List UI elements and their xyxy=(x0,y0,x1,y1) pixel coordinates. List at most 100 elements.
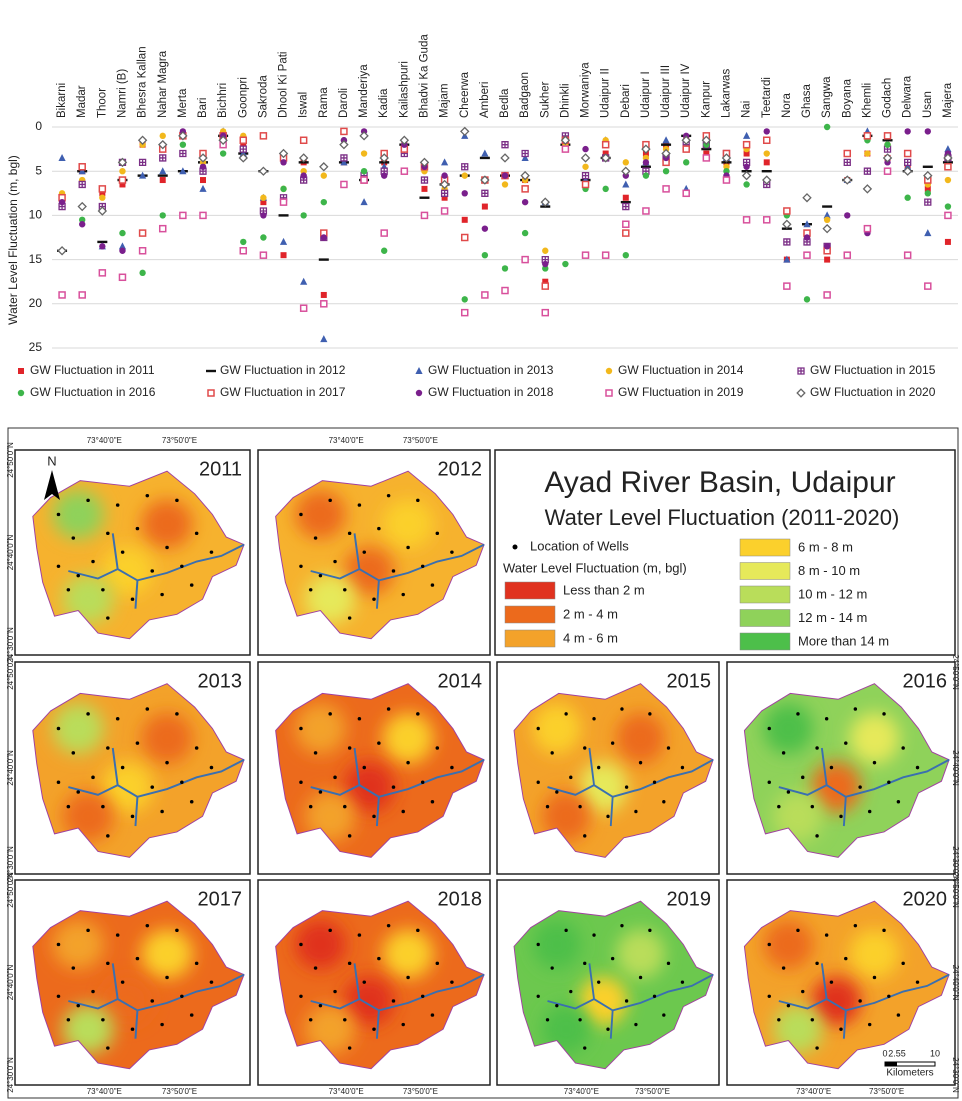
map-year: 2018 xyxy=(438,888,483,910)
well xyxy=(844,957,847,960)
marker xyxy=(522,186,528,192)
lat-label: 24°40'0"N xyxy=(951,965,960,1001)
lat-label: 24°30'0"N xyxy=(6,1057,15,1093)
well xyxy=(801,990,804,993)
x-tick-label: Bedla xyxy=(499,88,511,118)
marker xyxy=(260,252,266,258)
well xyxy=(597,980,600,983)
well xyxy=(450,550,454,553)
well xyxy=(57,513,61,516)
marker xyxy=(824,124,830,130)
marker xyxy=(803,194,811,202)
well xyxy=(121,550,125,553)
north-label: N xyxy=(47,453,56,468)
marker xyxy=(925,190,931,196)
well xyxy=(348,532,352,535)
well xyxy=(372,815,376,819)
legend-label: GW Fluctuation in 2011 xyxy=(30,363,155,377)
well xyxy=(787,790,790,794)
legend-label: GW Fluctuation in 2014 xyxy=(618,363,744,377)
marker xyxy=(743,164,749,170)
marker xyxy=(79,164,85,170)
marker xyxy=(321,292,327,298)
marker xyxy=(240,248,246,254)
lon-label: 73°40'0"E xyxy=(87,1087,122,1096)
marker xyxy=(822,205,832,207)
marker xyxy=(59,292,65,298)
well xyxy=(195,746,199,750)
x-tick-label: Delwara xyxy=(902,75,914,118)
well xyxy=(86,929,90,932)
legend-label: 8 m - 10 m xyxy=(798,563,860,578)
marker xyxy=(945,164,951,170)
marker xyxy=(623,221,629,227)
marker xyxy=(361,168,367,174)
marker xyxy=(784,283,790,289)
well xyxy=(854,924,857,927)
marker xyxy=(361,150,367,156)
marker xyxy=(502,288,508,294)
well xyxy=(72,536,76,539)
well xyxy=(131,815,135,819)
marker xyxy=(301,137,307,143)
marker xyxy=(703,155,709,161)
well xyxy=(782,966,785,969)
marker xyxy=(240,137,246,143)
legend-swatch xyxy=(740,633,790,650)
lat-label: 24°50'0"N xyxy=(6,654,15,690)
legend-title: Water Level Fluctuation (m, bgl) xyxy=(503,560,687,575)
marker xyxy=(764,137,770,143)
legend-label: GW Fluctuation in 2020 xyxy=(810,385,936,399)
well xyxy=(611,741,614,745)
well xyxy=(72,966,76,969)
well xyxy=(620,707,623,711)
well xyxy=(387,494,391,497)
marker xyxy=(78,203,86,211)
marker xyxy=(300,212,306,218)
lat-label: 24°40'0"N xyxy=(6,534,15,570)
scale-bar xyxy=(885,1062,897,1066)
marker xyxy=(522,151,528,157)
x-tick-label: Usan xyxy=(922,91,934,118)
x-tick-label: Madar xyxy=(76,85,88,118)
marker xyxy=(119,168,125,174)
well xyxy=(873,761,876,765)
marker xyxy=(662,136,669,143)
marker xyxy=(804,296,810,302)
marker xyxy=(885,168,891,174)
marker xyxy=(321,234,327,240)
marker xyxy=(542,283,548,289)
marker xyxy=(180,151,186,157)
well xyxy=(897,1013,900,1016)
well xyxy=(328,499,332,502)
marker xyxy=(18,390,24,396)
well xyxy=(160,1023,164,1026)
marker xyxy=(864,150,870,156)
lat-label: 24°40'0"N xyxy=(6,750,15,786)
marker xyxy=(784,239,790,245)
well xyxy=(299,727,303,731)
marker xyxy=(199,185,206,192)
well xyxy=(550,966,553,969)
well xyxy=(830,980,833,983)
well xyxy=(436,746,440,750)
well xyxy=(363,980,367,983)
well xyxy=(106,1046,110,1049)
x-tick-label: Manderiya xyxy=(358,64,370,118)
well xyxy=(348,1046,352,1049)
marker xyxy=(300,172,306,178)
marker xyxy=(583,173,589,179)
well xyxy=(606,1028,609,1031)
well xyxy=(606,815,609,819)
well xyxy=(299,995,303,998)
marker xyxy=(280,186,286,192)
marker xyxy=(361,177,367,183)
x-tick-label: Majera xyxy=(942,82,954,118)
marker xyxy=(945,212,951,218)
well xyxy=(597,766,600,770)
well xyxy=(787,1004,790,1007)
x-tick-label: Dhinkli xyxy=(559,83,571,118)
marker xyxy=(502,265,508,271)
marker xyxy=(160,133,166,139)
legend-label: More than 14 m xyxy=(798,633,889,648)
